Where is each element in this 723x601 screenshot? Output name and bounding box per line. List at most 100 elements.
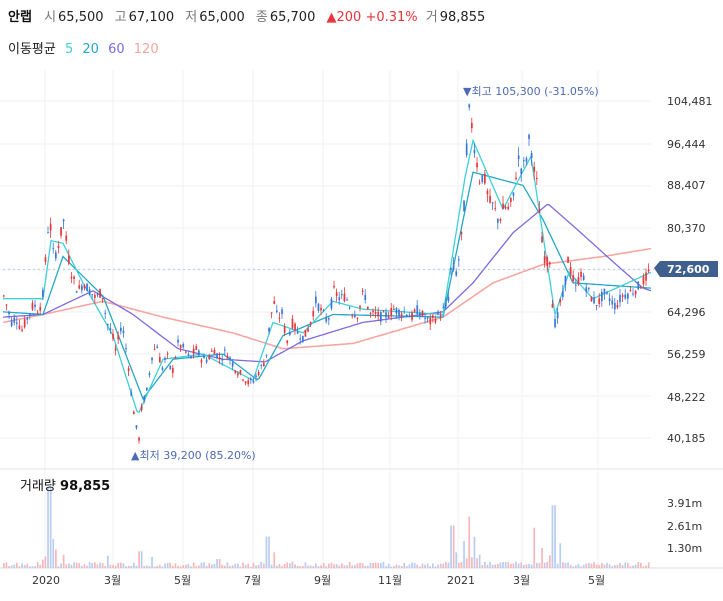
candle-body [395,307,398,314]
volume-bar [346,565,348,568]
ma-legend-120[interactable]: 120 [133,42,159,57]
candle-body [624,294,627,299]
y-tick-label: 80,370 [667,222,706,235]
y-tick-label: 88,407 [667,179,706,192]
candle-body [403,311,406,313]
candle-body [218,357,221,360]
volume-bar [109,564,112,568]
volume-bar [52,538,55,568]
candle-body [65,235,68,241]
x-tick-label: 11월 [378,574,402,587]
candle-body [434,319,437,323]
candle-body [156,346,159,349]
candle-body [603,288,606,295]
candle-body [3,295,5,297]
volume-bar [588,562,590,568]
volume-bar [304,562,307,568]
volume-bar [595,564,598,568]
candle-body [432,315,434,318]
candle-body [494,207,497,209]
candle-body [179,345,182,348]
volume-bar [62,554,65,568]
volume-bar [486,564,489,568]
volume-bar [13,564,16,568]
volume-bar [523,564,525,568]
volume-bar [575,565,577,568]
volume-bar [120,562,122,568]
candle-body [42,290,44,297]
moving-average-lines [2,138,654,414]
candle-body [166,353,169,355]
candle-body [364,294,367,301]
volume-bar [502,562,504,568]
volume-bar [252,562,255,568]
volume-bar [127,565,130,568]
volume-bar [361,563,364,568]
candle-body [268,327,270,332]
volume-bar [36,562,39,568]
volume-bar [187,563,190,568]
y-tick-label: 64,296 [667,306,706,319]
volume-bar [380,562,382,568]
candle-body [325,317,328,322]
volume-bar [96,564,99,568]
candle-body [515,177,517,180]
volume-bar [130,565,133,568]
volume-bar [335,564,338,568]
candle-body [351,315,354,317]
current-price-label: 72,600 [667,263,710,276]
candle-body [356,317,359,319]
candle-body [559,299,562,303]
volume-bar [270,564,273,568]
candle-body [8,312,10,315]
candle-body [122,330,125,334]
volume-bar [627,562,629,568]
volume-bar [60,563,62,568]
volume-bar [281,566,283,568]
volume-bar [268,536,270,568]
candle-body [60,227,62,236]
volume-bar [135,565,138,568]
volume-bar [190,566,192,568]
volume-bar [333,564,335,568]
volume-bar [185,564,187,568]
candle-body [575,284,577,286]
high-value: 67,100 [128,10,175,25]
candle-body [237,373,239,376]
candle-body [81,285,83,291]
volume-bar [624,562,627,568]
volume-bar [242,562,244,568]
low-label: 저 [185,10,198,25]
volume-bar [637,562,640,568]
volume-bar [3,563,5,568]
volume-bar [608,564,611,568]
volume-bar [75,562,78,568]
candle-body [216,353,218,358]
volume-bar [114,565,117,568]
ma-legend-5[interactable]: 5 [64,42,74,57]
volume-bar [276,565,278,568]
candle-body [312,310,315,317]
volume-bar [603,564,606,568]
volume-bar [198,565,200,568]
candle-body [226,355,229,359]
volume-bar [354,565,356,568]
ma-legend-60[interactable]: 60 [108,42,125,57]
volume-bar [208,563,211,568]
volume-bar [611,566,614,568]
volume-bar [504,561,507,568]
candle-body [99,289,101,298]
volume-bar [5,562,8,568]
volume-bar [260,561,263,568]
price-summary: 안랩 시 65,500 고 67,100 저 65,000 종 65,700 ▲200 … [8,6,492,25]
candle-body [419,312,421,316]
volume-bar [510,563,512,568]
candle-body [255,375,257,378]
stock-name: 안랩 [8,10,32,25]
ma-legend-20[interactable]: 20 [82,42,99,57]
volume-bar [411,562,413,568]
volume-bar [476,558,478,568]
candle-body [39,306,42,311]
candle-body [164,357,166,360]
